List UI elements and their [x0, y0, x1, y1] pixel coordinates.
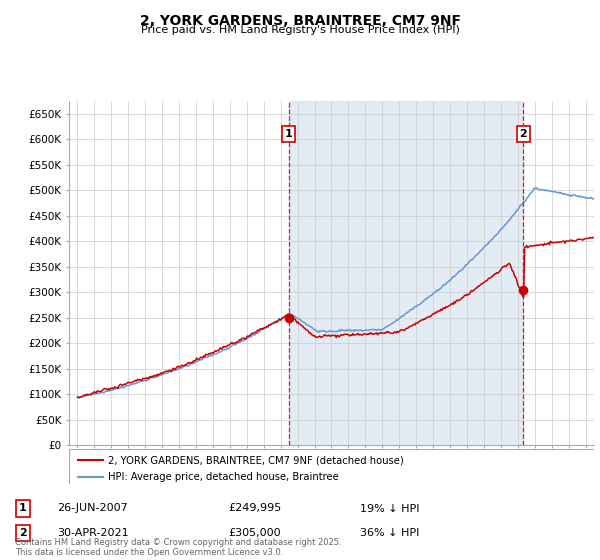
- Text: £305,000: £305,000: [228, 528, 281, 538]
- Text: 30-APR-2021: 30-APR-2021: [57, 528, 128, 538]
- Text: 2, YORK GARDENS, BRAINTREE, CM7 9NF (detached house): 2, YORK GARDENS, BRAINTREE, CM7 9NF (det…: [109, 455, 404, 465]
- Text: £249,995: £249,995: [228, 503, 281, 514]
- Text: 26-JUN-2007: 26-JUN-2007: [57, 503, 128, 514]
- Text: Price paid vs. HM Land Registry's House Price Index (HPI): Price paid vs. HM Land Registry's House …: [140, 25, 460, 35]
- Text: 1: 1: [285, 129, 293, 139]
- Text: 1: 1: [19, 503, 26, 514]
- Text: 19% ↓ HPI: 19% ↓ HPI: [360, 503, 419, 514]
- Text: HPI: Average price, detached house, Braintree: HPI: Average price, detached house, Brai…: [109, 472, 339, 482]
- Text: 2: 2: [19, 528, 26, 538]
- Text: 2, YORK GARDENS, BRAINTREE, CM7 9NF: 2, YORK GARDENS, BRAINTREE, CM7 9NF: [139, 14, 461, 28]
- Text: 2: 2: [520, 129, 527, 139]
- Text: 36% ↓ HPI: 36% ↓ HPI: [360, 528, 419, 538]
- Text: Contains HM Land Registry data © Crown copyright and database right 2025.
This d: Contains HM Land Registry data © Crown c…: [15, 538, 341, 557]
- Bar: [289, 101, 523, 445]
